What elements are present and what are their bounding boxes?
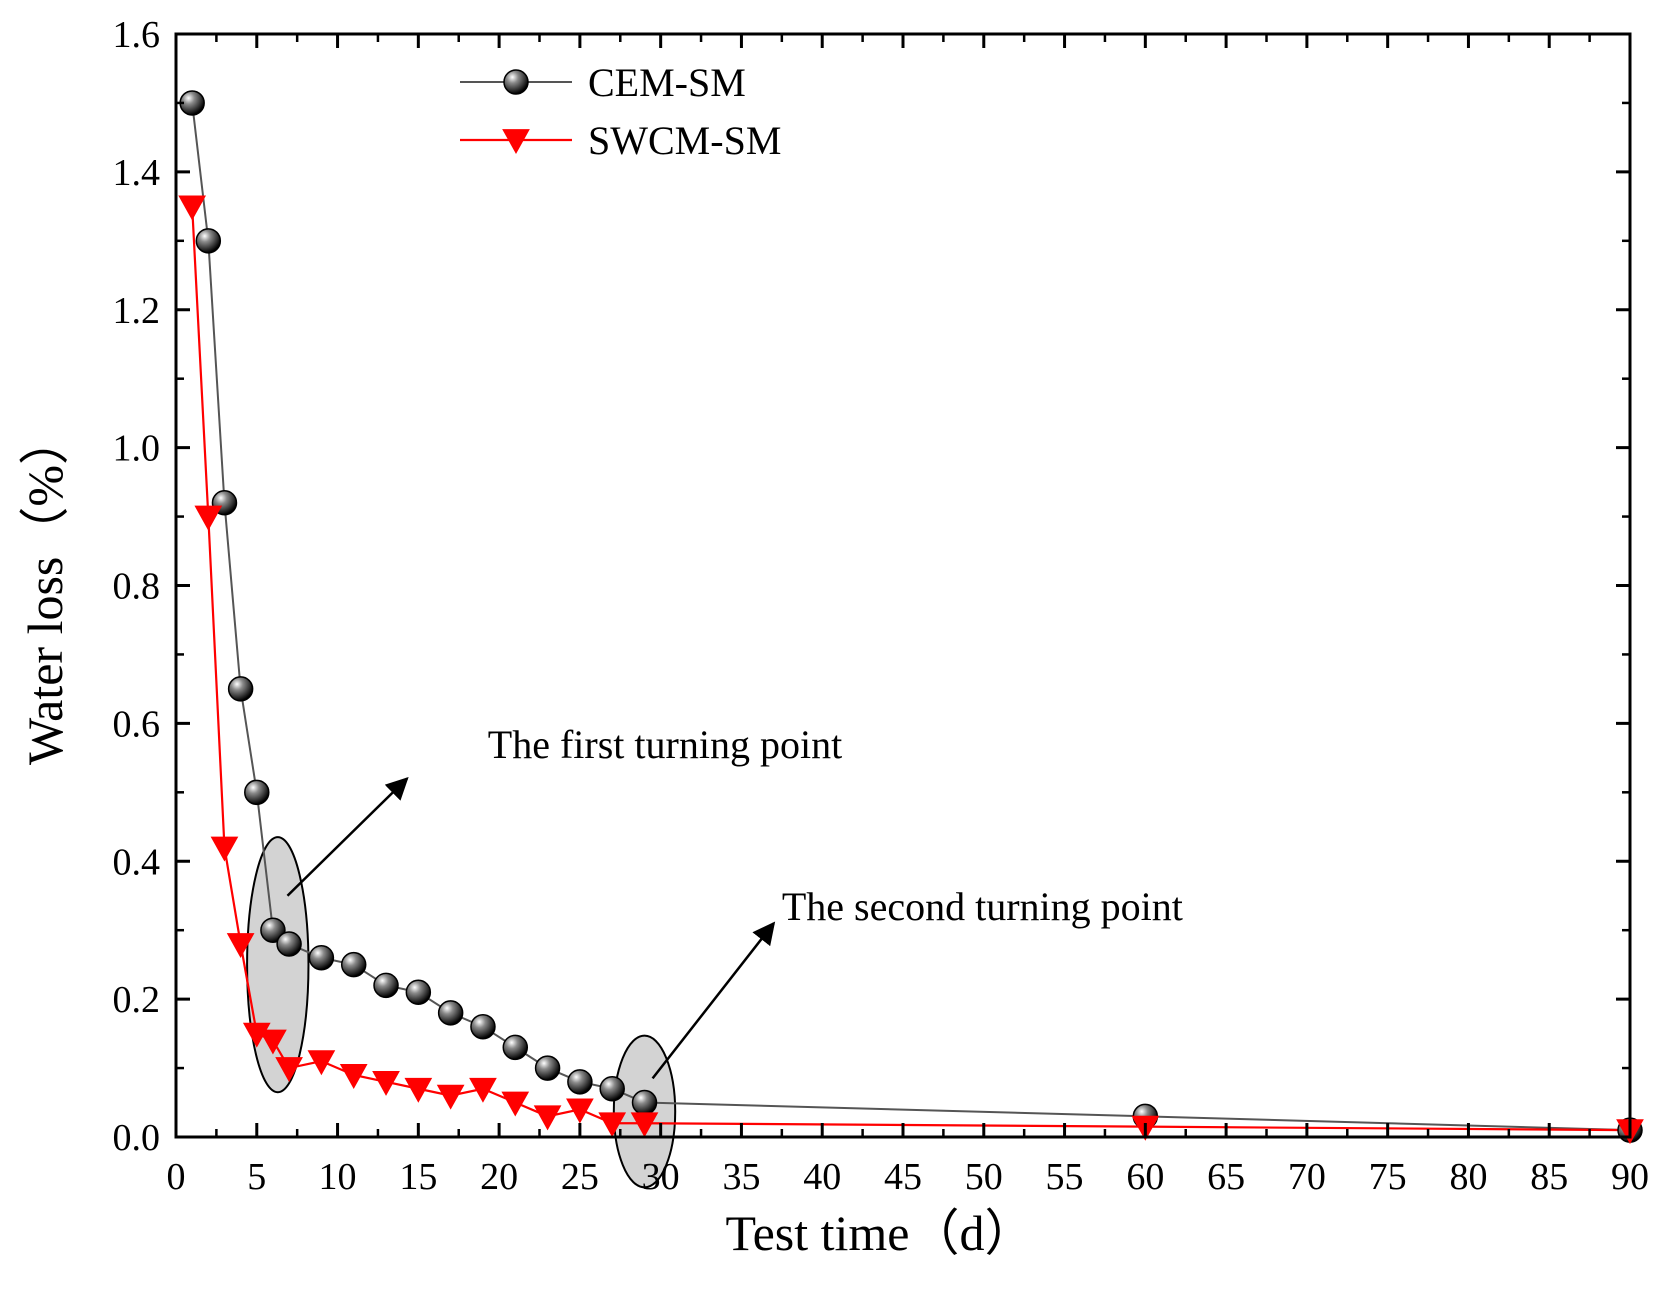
point-SWCM-SM-11 (339, 1064, 368, 1089)
y-axis-title: Water loss（%） (17, 415, 73, 765)
x-tick-label-15: 15 (399, 1156, 437, 1198)
y-tick-label-0: 0.0 (113, 1117, 161, 1159)
point-SWCM-SM-19 (469, 1077, 497, 1103)
x-tick-label-25: 25 (561, 1156, 599, 1198)
point-SWCM-SM-1 (178, 195, 207, 221)
point-CEM-SM-21 (502, 1034, 529, 1061)
y-tick-label-3: 0.6 (113, 703, 161, 745)
point-CEM-SM-4 (227, 676, 254, 702)
x-tick-label-75: 75 (1369, 1156, 1407, 1198)
point-CEM-SM-11 (340, 951, 367, 978)
point-SWCM-SM-4 (226, 933, 255, 959)
point-SWCM-SM-7 (275, 1057, 303, 1083)
x-tick-label-10: 10 (319, 1156, 357, 1198)
point-SWCM-SM-25 (566, 1098, 594, 1124)
point-SWCM-SM-6 (259, 1029, 287, 1055)
legend: CEM-SM SWCM-SM (460, 60, 781, 163)
x-axis-title: Test time（d） (726, 1205, 1035, 1261)
y-tick-label-6: 1.2 (113, 290, 161, 332)
x-tick-label-80: 80 (1449, 1156, 1487, 1198)
x-tick-label-0: 0 (167, 1156, 186, 1198)
y-tick-label-1: 0.2 (113, 979, 161, 1021)
turning-point-label-2: The second turning point (782, 884, 1183, 929)
point-SWCM-SM-15 (404, 1077, 433, 1103)
y-tick-label-4: 0.8 (113, 566, 161, 608)
point-SWCM-SM-27 (598, 1112, 627, 1138)
turning-point-arrow-1 (286, 776, 409, 897)
point-CEM-SM-9 (308, 945, 335, 971)
point-CEM-SM-23 (534, 1055, 561, 1081)
x-tick-label-5: 5 (247, 1156, 266, 1198)
legend-marker-SWCM-SM (502, 129, 530, 155)
x-tick-label-55: 55 (1046, 1156, 1084, 1198)
point-CEM-SM-7 (276, 931, 302, 957)
y-tick-label-5: 1.0 (113, 428, 161, 470)
series-line-CEM-SM (191, 102, 1631, 1132)
plot-frame (174, 32, 1632, 1139)
legend-marker-CEM-SM (503, 69, 529, 95)
x-tick-label-50: 50 (965, 1156, 1003, 1198)
turning-point-ellipse-1 (246, 836, 310, 1094)
point-SWCM-SM-17 (436, 1084, 465, 1110)
point-SWCM-SM-2 (194, 505, 223, 531)
point-CEM-SM-5 (244, 779, 270, 806)
point-CEM-SM-29 (631, 1089, 658, 1116)
point-CEM-SM-25 (567, 1069, 593, 1095)
x-tick-label-70: 70 (1288, 1156, 1326, 1198)
x-tick-label-30: 30 (642, 1156, 680, 1198)
x-tick-label-60: 60 (1126, 1156, 1164, 1198)
turning-point-label-1: The first turning point (488, 722, 842, 767)
annotation-layer (246, 776, 776, 1189)
point-CEM-SM-15 (405, 979, 432, 1005)
x-tick-label-20: 20 (480, 1156, 518, 1198)
axis-layer: 0 5 10 15 20 25 30 35 40 45 50 55 60 65 70 75 80 85 90 0.0 0… (113, 14, 1650, 1198)
point-SWCM-SM-9 (307, 1050, 336, 1076)
point-CEM-SM-27 (599, 1075, 625, 1102)
point-CEM-SM-13 (373, 972, 399, 999)
x-tick-label-45: 45 (884, 1156, 922, 1198)
point-CEM-SM-19 (470, 1013, 496, 1040)
x-tick-label-85: 85 (1530, 1156, 1568, 1198)
y-tick-label-7: 1.4 (113, 152, 161, 194)
point-SWCM-SM-3 (210, 836, 239, 862)
point-SWCM-SM-13 (372, 1070, 400, 1096)
y-tick-label-2: 0.4 (113, 841, 161, 883)
point-CEM-SM-6 (260, 917, 286, 943)
point-SWCM-SM-29 (630, 1112, 659, 1138)
series-layer (178, 90, 1644, 1145)
point-CEM-SM-2 (195, 228, 222, 254)
x-tick-label-40: 40 (803, 1156, 841, 1198)
x-tick-label-35: 35 (722, 1156, 760, 1198)
point-SWCM-SM-21 (501, 1091, 530, 1117)
legend-label-CEM-SM: CEM-SM (588, 60, 746, 105)
legend-label-SWCM-SM: SWCM-SM (588, 118, 781, 163)
point-SWCM-SM-23 (533, 1105, 562, 1131)
x-tick-label-90: 90 (1611, 1156, 1649, 1198)
turning-point-arrow-2 (651, 921, 776, 1080)
y-tick-label-8: 1.6 (113, 14, 161, 56)
point-CEM-SM-17 (437, 1000, 464, 1026)
x-tick-label-65: 65 (1207, 1156, 1245, 1198)
